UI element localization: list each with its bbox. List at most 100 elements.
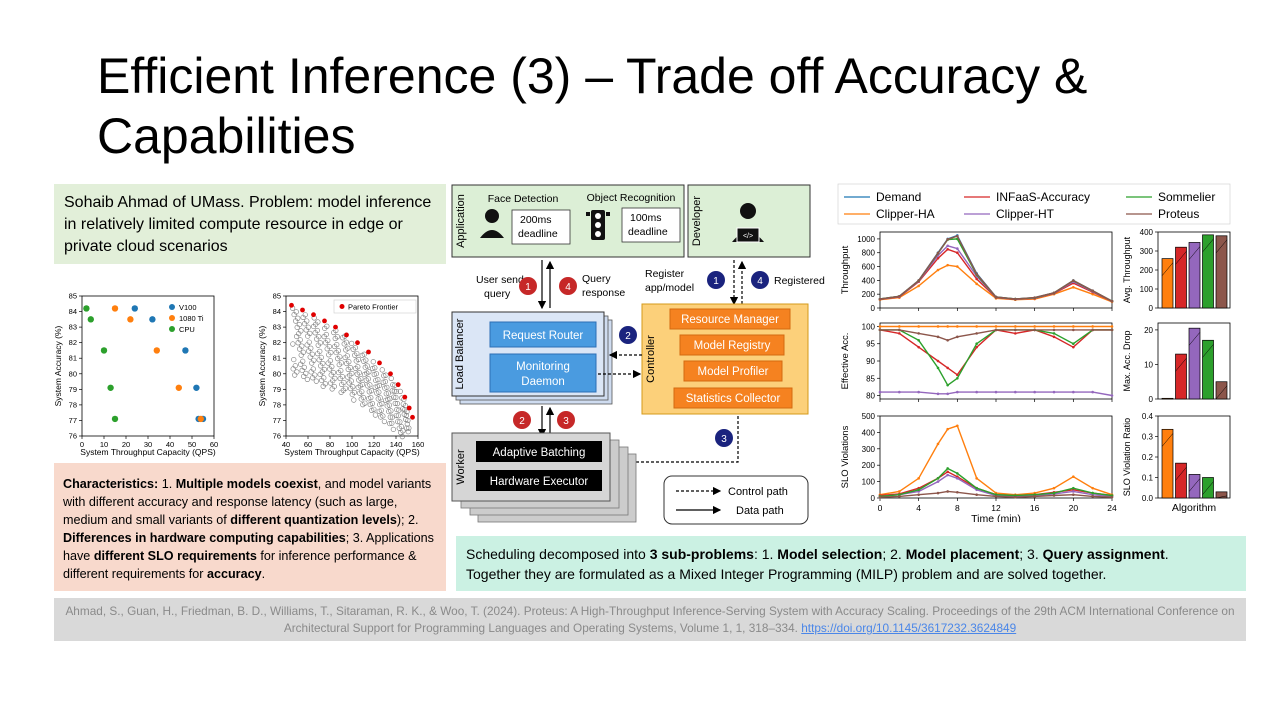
worker-label: Worker: [455, 449, 467, 485]
resource-manager-box: [669, 308, 791, 330]
bar-hatch: [1188, 478, 1201, 492]
y-tick-label: 10: [1144, 360, 1153, 369]
config-point: [379, 401, 385, 407]
config-point: [376, 382, 383, 389]
face-deadline-value: 200ms: [520, 214, 552, 226]
x-tick-label: 16: [1030, 503, 1040, 513]
y-tick-label: 81: [69, 354, 77, 363]
y-tick-label: 83: [273, 323, 281, 332]
config-point: [355, 364, 361, 370]
bar-hatch: [1175, 251, 1187, 265]
config-point: [356, 370, 362, 376]
register-label-1: Register: [645, 268, 685, 280]
scatter1-frame: [81, 295, 215, 437]
bar-hatch: [1202, 481, 1214, 495]
series-point: [878, 495, 882, 499]
series-point: [1110, 328, 1114, 332]
config-point: [326, 343, 332, 350]
series-point: [975, 477, 978, 480]
y-tick-label: 82: [273, 338, 281, 347]
series-point: [936, 442, 940, 446]
series-point: [975, 345, 978, 349]
series-point: [946, 467, 949, 470]
series-point: [898, 390, 901, 394]
config-point: [390, 426, 396, 432]
config-point: [290, 341, 296, 347]
series-point: [975, 325, 978, 328]
config-point: [337, 354, 343, 360]
scatter-point: [153, 347, 160, 354]
bar: [1188, 242, 1201, 309]
y-tick-label: 90: [866, 357, 875, 366]
bar-ylabel-throughput: Avg. Throughput: [1122, 236, 1132, 303]
config-point: [354, 350, 360, 357]
config-point: [391, 388, 397, 394]
step-number-1b: 1: [713, 276, 719, 287]
bar: [1215, 491, 1228, 499]
series-point: [1091, 491, 1094, 495]
series-point: [917, 493, 920, 497]
request-router-label: Request Router: [503, 330, 584, 342]
config-point: [330, 369, 336, 376]
config-point: [394, 406, 400, 413]
architecture-diagram: Application Face Detection Object Recogn…: [451, 184, 825, 525]
x-tick-label: 20: [122, 440, 130, 449]
series-point: [1072, 345, 1075, 349]
sched-bold-2: Model selection: [777, 546, 883, 562]
pareto-point: [366, 349, 371, 355]
svg-text:</>: </>: [743, 233, 753, 240]
scatter-point: [107, 384, 114, 391]
y-tick-label: 81: [273, 354, 281, 363]
config-point: [388, 408, 394, 414]
y-tick-label: 400: [862, 276, 876, 285]
config-point: [335, 348, 341, 354]
resource-manager-label: Resource Manager: [681, 314, 779, 326]
x-tick-label: 12: [991, 503, 1001, 513]
config-point: [310, 366, 316, 372]
config-point: [304, 376, 310, 382]
model-registry-box: [679, 334, 785, 356]
y-tick-label: 400: [1140, 228, 1154, 237]
bar-hatch: [1161, 262, 1174, 276]
series-point: [936, 268, 940, 272]
sched-bold-4: Query assignment: [1042, 546, 1165, 562]
application-label: Application: [455, 194, 467, 248]
slide-title: Efficient Inference (3) – Trade off Accu…: [97, 46, 1197, 166]
bar: [1215, 235, 1228, 309]
config-point: [342, 385, 348, 391]
series-point: [956, 424, 959, 428]
doi-link[interactable]: https://doi.org/10.1145/3617232.3624849: [801, 621, 1017, 635]
series-point: [946, 383, 949, 387]
y-tick-label: 1000: [857, 235, 875, 244]
series-point: [946, 237, 949, 241]
config-point: [334, 334, 340, 340]
config-point: [376, 389, 382, 395]
config-point: [332, 375, 338, 381]
scatter-point: [131, 305, 138, 312]
series-point: [1033, 495, 1036, 498]
scatter-point: [83, 305, 90, 312]
step-number-1a: 1: [525, 282, 531, 293]
title-line-1: Efficient Inference (3) – Trade off Accu…: [97, 48, 1088, 104]
series-line: [880, 329, 1112, 387]
traffic-light-icon: [586, 210, 610, 240]
x-tick-label: 0: [878, 503, 883, 513]
legend-control-label: Control path: [728, 486, 788, 498]
series-point: [946, 244, 949, 248]
series-point: [1110, 299, 1114, 303]
config-point: [370, 365, 376, 372]
y-tick-label: 200: [1140, 266, 1154, 275]
legend-data-label: Data path: [736, 505, 784, 517]
config-point: [405, 417, 411, 424]
legend-v100: V100: [179, 303, 197, 312]
pareto-point: [289, 302, 294, 308]
chars-bold-4: different SLO requirements: [93, 549, 257, 563]
series-point: [898, 328, 901, 332]
bar: [1161, 397, 1174, 400]
config-point: [359, 389, 365, 395]
series-point: [956, 373, 959, 377]
y-tick-label: 0.3: [1142, 433, 1154, 442]
series-point: [1110, 394, 1114, 397]
series-point: [1052, 494, 1056, 497]
series-point: [936, 392, 940, 396]
